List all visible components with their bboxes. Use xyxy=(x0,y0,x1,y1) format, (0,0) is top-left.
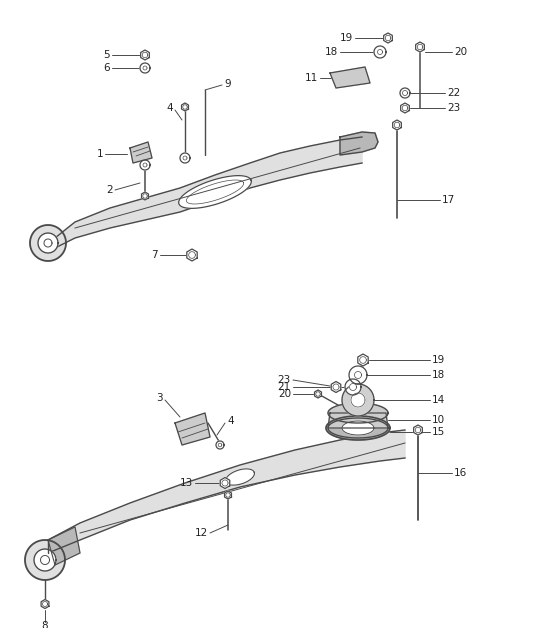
Polygon shape xyxy=(340,132,378,155)
Polygon shape xyxy=(218,443,222,447)
Polygon shape xyxy=(34,549,56,571)
Polygon shape xyxy=(403,90,408,95)
Text: 14: 14 xyxy=(432,395,445,405)
Text: 22: 22 xyxy=(447,88,460,98)
Polygon shape xyxy=(351,393,365,407)
Polygon shape xyxy=(401,103,409,113)
Polygon shape xyxy=(349,366,367,384)
Polygon shape xyxy=(140,63,150,73)
Polygon shape xyxy=(142,192,148,200)
Text: 12: 12 xyxy=(195,528,208,538)
Polygon shape xyxy=(354,372,361,379)
Polygon shape xyxy=(225,491,232,499)
Polygon shape xyxy=(358,354,368,366)
Text: 11: 11 xyxy=(305,73,318,83)
Polygon shape xyxy=(140,160,150,170)
Polygon shape xyxy=(187,249,197,261)
Polygon shape xyxy=(44,239,52,247)
Polygon shape xyxy=(180,153,190,163)
Polygon shape xyxy=(179,176,251,208)
Text: 18: 18 xyxy=(432,370,445,380)
Text: 13: 13 xyxy=(180,478,193,488)
Polygon shape xyxy=(330,67,370,88)
Text: 4: 4 xyxy=(166,103,173,113)
Text: 23: 23 xyxy=(278,375,291,385)
Polygon shape xyxy=(374,46,386,58)
Polygon shape xyxy=(30,225,66,261)
Polygon shape xyxy=(416,42,425,52)
Polygon shape xyxy=(342,384,374,416)
Polygon shape xyxy=(216,441,224,449)
Text: 20: 20 xyxy=(454,47,467,57)
Polygon shape xyxy=(384,33,392,43)
Polygon shape xyxy=(226,469,255,485)
Polygon shape xyxy=(55,137,362,248)
Text: 2: 2 xyxy=(106,185,113,195)
Polygon shape xyxy=(331,381,341,392)
Polygon shape xyxy=(41,600,49,609)
Polygon shape xyxy=(130,142,152,163)
Polygon shape xyxy=(186,180,244,204)
Polygon shape xyxy=(328,418,388,438)
Polygon shape xyxy=(181,103,189,111)
Text: 3: 3 xyxy=(156,393,163,403)
Polygon shape xyxy=(175,413,210,445)
Text: 20: 20 xyxy=(278,389,291,399)
Polygon shape xyxy=(48,430,405,553)
Text: 6: 6 xyxy=(104,63,110,73)
Text: 8: 8 xyxy=(41,621,49,628)
Polygon shape xyxy=(141,50,149,60)
Text: 4: 4 xyxy=(227,416,234,426)
Polygon shape xyxy=(328,413,388,428)
Text: 10: 10 xyxy=(432,415,445,425)
Polygon shape xyxy=(38,233,58,253)
Polygon shape xyxy=(328,403,388,423)
Text: 19: 19 xyxy=(432,355,445,365)
Polygon shape xyxy=(40,556,50,565)
Polygon shape xyxy=(143,163,147,167)
Text: 7: 7 xyxy=(152,250,158,260)
Polygon shape xyxy=(326,416,390,440)
Polygon shape xyxy=(342,421,374,435)
Text: 21: 21 xyxy=(278,382,291,392)
Polygon shape xyxy=(220,477,230,489)
Text: 9: 9 xyxy=(224,79,231,89)
Polygon shape xyxy=(345,379,361,395)
Text: 18: 18 xyxy=(325,47,338,57)
Polygon shape xyxy=(349,384,356,391)
Polygon shape xyxy=(48,527,80,565)
Text: 23: 23 xyxy=(447,103,460,113)
Text: 1: 1 xyxy=(96,149,103,159)
Polygon shape xyxy=(400,88,410,98)
Text: 19: 19 xyxy=(340,33,353,43)
Polygon shape xyxy=(392,120,401,130)
Polygon shape xyxy=(25,540,65,580)
Text: 5: 5 xyxy=(104,50,110,60)
Polygon shape xyxy=(378,50,383,55)
Polygon shape xyxy=(143,66,147,70)
Text: 16: 16 xyxy=(454,468,467,478)
Polygon shape xyxy=(414,425,422,435)
Text: 17: 17 xyxy=(442,195,455,205)
Polygon shape xyxy=(183,156,187,160)
Polygon shape xyxy=(314,390,322,398)
Text: 15: 15 xyxy=(432,427,445,437)
